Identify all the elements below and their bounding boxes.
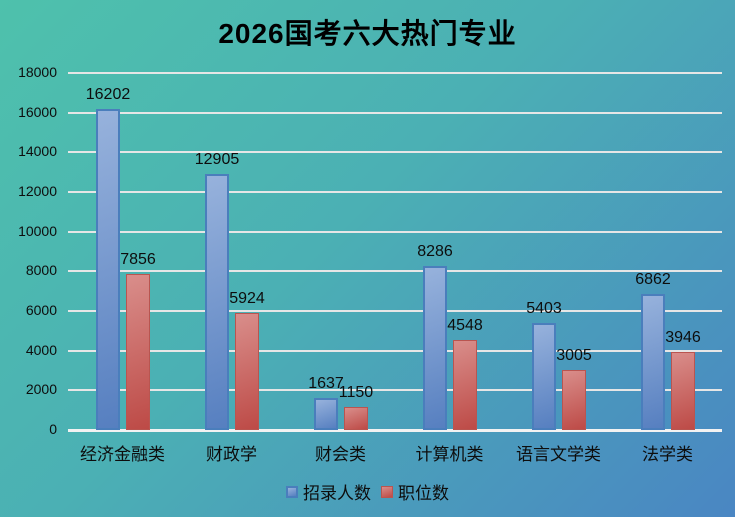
legend: 招录人数 职位数 [0,479,735,504]
bar-position-count [562,370,586,430]
bar-position-count [453,340,477,430]
legend-label-recruit-count: 招录人数 [303,484,371,503]
bar-position-count [235,313,259,430]
legend-swatch-position-count-icon [381,485,393,498]
x-category-label: 财政学 [206,445,257,464]
y-tick-label: 0 [49,421,57,437]
gridline [68,310,722,312]
bar-value-label: 5403 [526,300,562,317]
gridline [68,389,722,392]
bar-value-label: 16202 [85,86,131,103]
bar-recruit-count [96,109,120,430]
bar-value-label: 7856 [120,251,156,268]
bar-recruit-count [641,294,665,430]
x-category-label: 经济金融类 [80,445,165,464]
bar-position-count [126,274,150,430]
legend-label-position-count: 职位数 [398,484,449,503]
bar-value-label: 4548 [447,317,483,334]
bar-value-label: 5924 [229,290,265,307]
gridline [68,151,722,154]
x-category-label: 计算机类 [415,445,484,464]
y-tick-label: 18000 [18,64,57,80]
legend-swatch-recruit-count-icon [286,485,298,498]
bar-recruit-count [423,266,447,430]
y-tick-label: 12000 [18,183,57,199]
x-axis-line [68,429,722,432]
y-tick-label: 8000 [25,262,57,279]
bar-value-label: 8286 [417,243,453,260]
gridline [68,111,722,114]
bar-value-label: 1637 [308,375,344,392]
y-tick-label: 10000 [18,222,57,239]
gridline [68,349,722,352]
gridline [68,270,722,273]
bar-value-label: 1150 [338,384,374,401]
x-category-label: 法学类 [642,445,693,464]
y-tick-label: 14000 [18,143,57,160]
gridline [68,72,722,74]
legend-item-position-count: 职位数 [381,479,449,504]
bar-value-label: 3946 [665,329,701,346]
bar-recruit-count [314,398,338,430]
chart-title: 2026国考六大热门专业 [218,18,517,49]
gridline [68,230,722,233]
bar-recruit-count [205,174,229,430]
bar-position-count [344,407,368,430]
y-tick-label: 6000 [25,302,57,318]
y-tick-label: 2000 [25,381,57,398]
bar-position-count [671,352,695,430]
bar-value-label: 3005 [556,347,592,364]
y-tick-label: 16000 [18,103,57,120]
bar-recruit-count [532,323,556,430]
legend-item-recruit-count: 招录人数 [286,479,371,504]
x-category-label: 语言文学类 [516,445,601,464]
y-tick-label: 4000 [25,341,57,358]
bar-value-label: 12905 [194,151,240,168]
bar-value-label: 6862 [635,271,671,288]
x-category-label: 财会类 [315,445,366,464]
gridline [68,191,722,193]
